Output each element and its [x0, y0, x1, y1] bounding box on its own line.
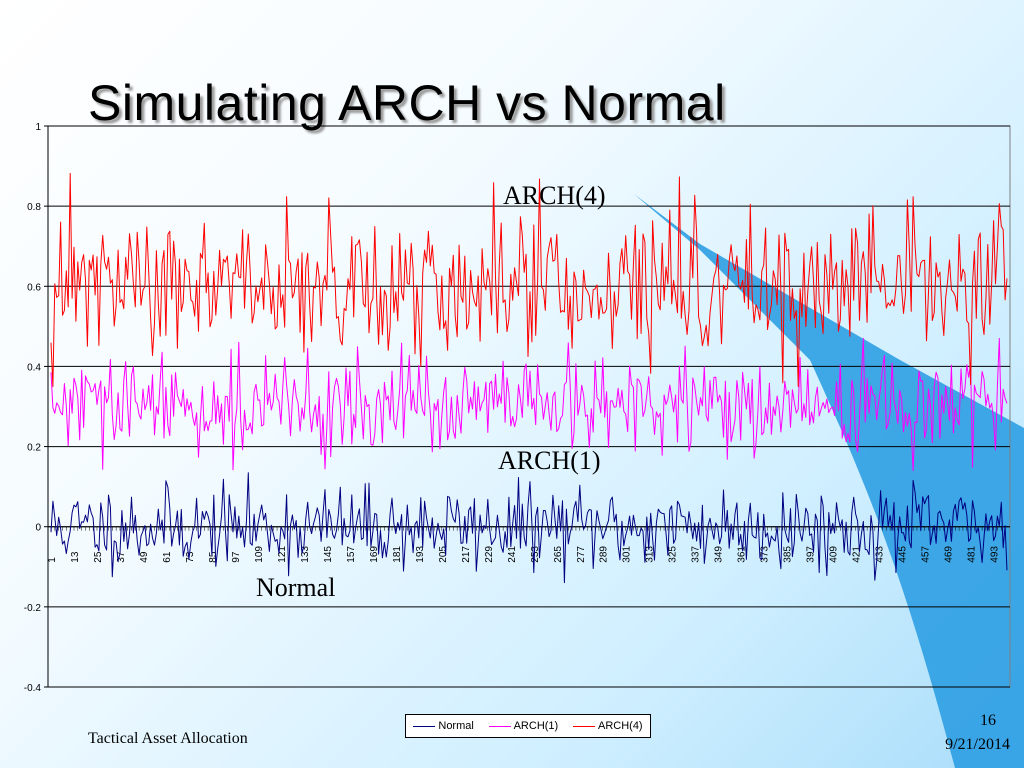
legend-item-arch4: ARCH(4): [572, 720, 643, 732]
legend-label-arch4: ARCH(4): [597, 720, 643, 732]
x-tick-label: 493: [990, 546, 1001, 563]
y-tick-label: -0.2: [24, 603, 42, 614]
y-tick-label: 0.2: [27, 443, 41, 454]
x-tick-label: 205: [438, 546, 449, 563]
x-tick-label: 361: [737, 546, 748, 563]
legend-label-normal: Normal: [438, 720, 474, 732]
x-tick-label: 373: [760, 546, 771, 563]
y-tick-label: 0.8: [27, 202, 41, 213]
x-tick-label: 49: [139, 551, 150, 563]
y-tick-label: 0.4: [27, 362, 41, 373]
legend-item-arch1: ARCH(1): [488, 720, 559, 732]
x-tick-label: 421: [852, 546, 863, 563]
x-tick-label: 325: [668, 546, 679, 563]
footer-text: Tactical Asset Allocation: [88, 730, 248, 747]
x-tick-label: 349: [714, 546, 725, 563]
series-line-normal: [50, 472, 1008, 584]
x-tick-label: 181: [392, 546, 403, 563]
series-line-arch1: [50, 337, 1008, 472]
page-number: 16: [980, 712, 996, 729]
legend-line-arch4: [572, 725, 595, 727]
x-tick-label: 145: [323, 546, 334, 563]
chart-legend: Normal ARCH(1) ARCH(4): [405, 714, 651, 738]
annotation-label: ARCH(1): [498, 446, 601, 475]
x-tick-label: 409: [829, 546, 840, 563]
x-tick-label: 277: [576, 546, 587, 563]
x-tick-label: 469: [944, 546, 955, 563]
x-tick-label: 61: [162, 551, 173, 563]
y-tick-label: 0.6: [27, 282, 41, 293]
x-tick-label: 85: [208, 551, 219, 563]
series-line-arch4: [50, 172, 1008, 387]
x-tick-label: 397: [806, 546, 817, 563]
x-tick-label: 253: [530, 546, 541, 563]
x-tick-label: 97: [231, 551, 242, 563]
x-tick-label: 121: [277, 546, 288, 563]
annotation-label: Normal: [256, 573, 335, 602]
x-tick-label: 289: [599, 546, 610, 563]
slide-title: Simulating ARCH vs Normal: [88, 75, 726, 131]
legend-item-normal: Normal: [413, 720, 474, 732]
x-tick-label: 109: [254, 546, 265, 563]
x-tick-label: 313: [645, 546, 656, 563]
x-tick-label: 445: [898, 546, 909, 563]
x-tick-label: 1: [47, 557, 58, 563]
x-tick-label: 337: [691, 546, 702, 563]
y-tick-label: 0: [35, 523, 41, 534]
x-tick-label: 481: [967, 546, 978, 563]
legend-label-arch1: ARCH(1): [513, 720, 559, 732]
x-tick-label: 169: [369, 546, 380, 563]
y-tick-label: -0.4: [24, 683, 42, 694]
x-tick-label: 73: [185, 551, 196, 563]
slide-date: 9/21/2014: [945, 736, 1010, 753]
x-tick-label: 157: [346, 546, 357, 563]
x-tick-label: 193: [415, 546, 426, 563]
x-tick-label: 133: [300, 546, 311, 563]
x-tick-label: 217: [461, 546, 472, 563]
annotation-label: ARCH(4): [503, 181, 606, 210]
x-tick-label: 25: [93, 551, 104, 563]
legend-line-normal: [413, 725, 436, 727]
x-tick-label: 241: [507, 546, 518, 563]
x-tick-label: 265: [553, 546, 564, 563]
x-tick-label: 37: [116, 551, 127, 563]
callout-wedge: [634, 194, 1024, 768]
x-tick-label: 301: [622, 546, 633, 563]
legend-line-arch1: [488, 725, 511, 727]
x-tick-label: 457: [921, 546, 932, 563]
x-tick-label: 229: [484, 546, 495, 563]
x-tick-label: 13: [70, 551, 81, 563]
x-tick-label: 385: [783, 546, 794, 563]
y-tick-label: 1: [35, 122, 41, 133]
x-tick-label: 433: [875, 546, 886, 563]
